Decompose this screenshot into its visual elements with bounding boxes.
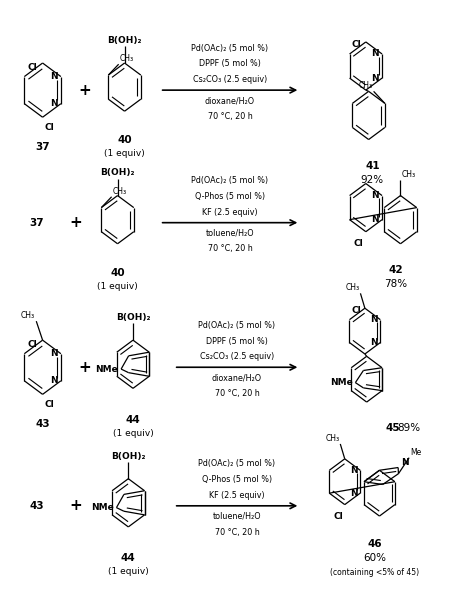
Text: 46: 46 — [367, 539, 382, 549]
Text: NMe: NMe — [91, 503, 114, 512]
Text: KF (2.5 equiv): KF (2.5 equiv) — [209, 491, 265, 500]
Text: +: + — [69, 215, 82, 230]
Text: DPPF (5 mol %): DPPF (5 mol %) — [199, 60, 261, 69]
Text: N: N — [372, 215, 379, 224]
Text: N: N — [370, 315, 377, 324]
Text: 40: 40 — [110, 268, 125, 278]
Text: (1 equiv): (1 equiv) — [104, 149, 145, 158]
Text: N: N — [370, 338, 377, 347]
Text: N: N — [350, 466, 357, 475]
Text: Pd(OAc)₂ (5 mol %): Pd(OAc)₂ (5 mol %) — [199, 460, 275, 469]
Text: N: N — [372, 191, 379, 200]
Text: Pd(OAc)₂ (5 mol %): Pd(OAc)₂ (5 mol %) — [191, 44, 269, 53]
Text: 92%: 92% — [361, 175, 384, 185]
Text: 70 °C, 20 h: 70 °C, 20 h — [215, 389, 259, 398]
Text: 42: 42 — [389, 266, 403, 275]
Text: Cs₂CO₃ (2.5 equiv): Cs₂CO₃ (2.5 equiv) — [200, 352, 274, 361]
Text: N: N — [50, 72, 57, 81]
Text: CH₃: CH₃ — [119, 54, 134, 63]
Text: Pd(OAc)₂ (5 mol %): Pd(OAc)₂ (5 mol %) — [199, 321, 275, 330]
Text: dioxane/H₂O: dioxane/H₂O — [205, 96, 255, 105]
Text: 43: 43 — [29, 501, 44, 511]
Text: Cl: Cl — [45, 123, 54, 133]
Text: 70 °C, 20 h: 70 °C, 20 h — [215, 528, 259, 536]
Text: N: N — [401, 458, 409, 467]
Text: DPPF (5 mol %): DPPF (5 mol %) — [206, 337, 268, 345]
Text: (1 equiv): (1 equiv) — [97, 282, 138, 291]
Text: Cl: Cl — [334, 512, 343, 521]
Text: N: N — [50, 376, 57, 385]
Text: (1 equiv): (1 equiv) — [113, 429, 154, 438]
Text: Q-Phos (5 mol %): Q-Phos (5 mol %) — [195, 192, 265, 201]
Text: B(OH)₂: B(OH)₂ — [107, 36, 142, 45]
Text: dioxane/H₂O: dioxane/H₂O — [212, 373, 262, 382]
Text: N: N — [372, 74, 379, 83]
Text: +: + — [78, 360, 91, 375]
Text: Q-Phos (5 mol %): Q-Phos (5 mol %) — [202, 475, 272, 484]
Text: KF (2.5 equiv): KF (2.5 equiv) — [202, 208, 258, 216]
Text: 44: 44 — [121, 553, 136, 564]
Text: +: + — [69, 499, 82, 513]
Text: NMe: NMe — [330, 378, 353, 387]
Text: Pd(OAc)₂ (5 mol %): Pd(OAc)₂ (5 mol %) — [191, 176, 269, 185]
Text: Cl: Cl — [352, 40, 362, 49]
Text: (1 equiv): (1 equiv) — [108, 567, 149, 576]
Text: 60%: 60% — [363, 553, 386, 563]
Text: 40: 40 — [117, 136, 132, 145]
Text: Cl: Cl — [352, 306, 362, 316]
Text: 43: 43 — [35, 419, 50, 429]
Text: 70 °C, 20 h: 70 °C, 20 h — [208, 244, 252, 254]
Text: Cl: Cl — [27, 63, 37, 72]
Text: B(OH)₂: B(OH)₂ — [116, 313, 150, 322]
Text: Cl: Cl — [27, 340, 37, 349]
Text: CH₃: CH₃ — [402, 170, 416, 179]
Text: Me: Me — [410, 447, 421, 457]
Text: Cl: Cl — [44, 401, 54, 409]
Text: B(OH)₂: B(OH)₂ — [111, 452, 146, 461]
Text: Cs₂CO₃ (2.5 equiv): Cs₂CO₃ (2.5 equiv) — [193, 75, 267, 84]
Text: CH₃: CH₃ — [358, 81, 373, 90]
Text: 37: 37 — [29, 218, 44, 227]
Text: 89%: 89% — [397, 423, 420, 433]
Text: 70 °C, 20 h: 70 °C, 20 h — [208, 112, 252, 121]
Text: N: N — [50, 99, 57, 108]
Text: toluene/H₂O: toluene/H₂O — [206, 229, 254, 238]
Text: N: N — [50, 349, 57, 358]
Text: 37: 37 — [35, 142, 50, 151]
Text: 44: 44 — [126, 415, 140, 425]
Text: 41: 41 — [365, 161, 380, 171]
Text: (containing <5% of 45): (containing <5% of 45) — [330, 568, 419, 577]
Text: 45: 45 — [385, 423, 400, 433]
Text: 78%: 78% — [384, 279, 407, 289]
Text: NMe: NMe — [96, 365, 118, 373]
Text: Cl: Cl — [354, 239, 364, 248]
Text: toluene/H₂O: toluene/H₂O — [213, 512, 261, 521]
Text: B(OH)₂: B(OH)₂ — [100, 168, 135, 178]
Text: CH₃: CH₃ — [326, 434, 340, 443]
Text: N: N — [372, 49, 379, 58]
Text: CH₃: CH₃ — [346, 283, 360, 292]
Text: N: N — [350, 489, 357, 498]
Text: CH₃: CH₃ — [21, 311, 35, 320]
Text: CH₃: CH₃ — [112, 187, 127, 196]
Text: +: + — [78, 83, 91, 98]
